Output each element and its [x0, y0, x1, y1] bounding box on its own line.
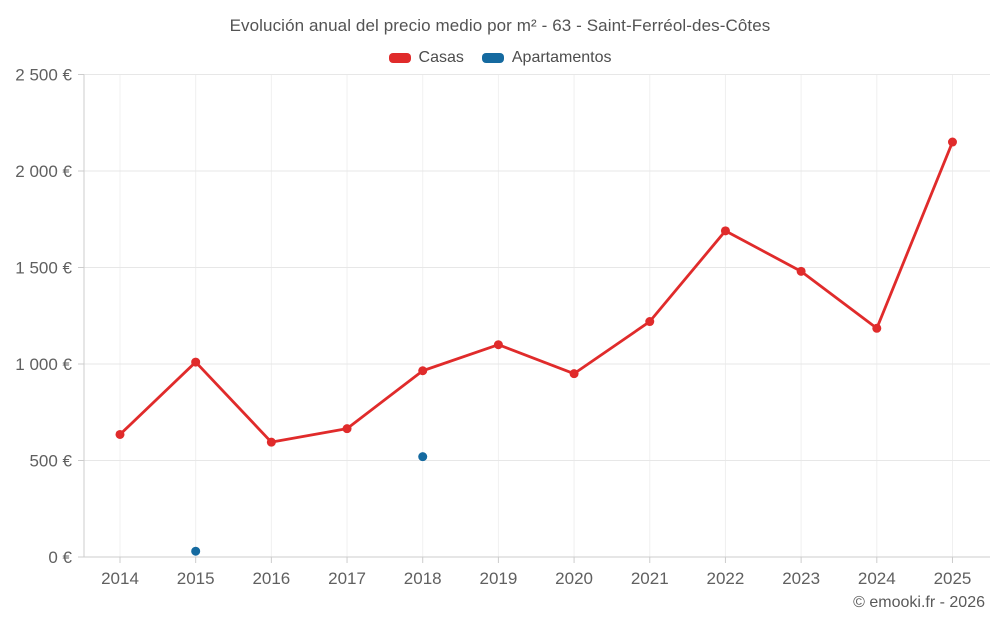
x-axis-tick-label: 2025	[934, 569, 972, 588]
legend-swatch-casas-icon	[388, 53, 411, 63]
series-line-casas	[875, 140, 954, 330]
chart-title: Evolución anual del precio medio por m² …	[229, 16, 771, 35]
x-axis-tick-label: 2016	[252, 569, 290, 588]
x-axis-tick-label: 2015	[177, 569, 215, 588]
data-point-casas-2018[interactable]	[418, 366, 428, 376]
data-point-casas-2025[interactable]	[947, 137, 957, 147]
data-point-casas-2016[interactable]	[266, 437, 276, 447]
data-point-apartamentos-2018[interactable]	[418, 452, 428, 462]
legend-item-casas[interactable]: Casas	[388, 49, 464, 67]
data-point-casas-2020[interactable]	[569, 369, 579, 379]
x-axis-tick-label: 2022	[707, 569, 745, 588]
series-line-casas	[799, 269, 879, 330]
x-axis-tick-label: 2019	[479, 569, 517, 588]
series-line-casas	[724, 229, 803, 273]
y-axis-tick-label: 2 000 €	[15, 162, 72, 181]
y-axis-tick-label: 1 500 €	[15, 259, 72, 278]
legend-label-apartamentos: Apartamentos	[511, 49, 612, 66]
copyright-text: © emooki.fr - 2026	[853, 594, 985, 611]
x-axis-tick-label: 2017	[328, 569, 366, 588]
x-axis-tick-label: 2018	[404, 569, 442, 588]
series-line-casas	[269, 427, 349, 444]
x-axis-tick-label: 2024	[858, 569, 896, 588]
data-point-casas-2021[interactable]	[645, 317, 655, 327]
data-point-casas-2024[interactable]	[872, 323, 882, 333]
x-axis-tick-label: 2014	[101, 569, 139, 588]
data-point-casas-2017[interactable]	[342, 424, 352, 434]
y-axis-tick-label: 0 €	[48, 548, 72, 567]
x-axis-tick-label: 2023	[782, 569, 820, 588]
series-line-casas	[345, 369, 425, 431]
data-point-casas-2015[interactable]	[191, 357, 201, 367]
series-line-casas	[421, 343, 500, 373]
x-axis-tick-label: 2020	[555, 569, 593, 588]
legend-label-casas: Casas	[418, 49, 464, 66]
y-axis-tick-label: 2 500 €	[15, 66, 72, 85]
data-point-casas-2023[interactable]	[796, 266, 806, 276]
data-point-casas-2022[interactable]	[720, 226, 730, 236]
data-point-casas-2019[interactable]	[493, 340, 503, 350]
data-point-casas-2014[interactable]	[115, 429, 125, 439]
x-axis-tick-label: 2021	[631, 569, 669, 588]
y-axis-tick-label: 1 000 €	[15, 355, 72, 374]
series-line-casas	[572, 320, 652, 376]
legend-swatch-apartamentos-icon	[481, 53, 504, 63]
data-point-apartamentos-2015[interactable]	[191, 546, 201, 556]
legend-item-apartamentos[interactable]: Apartamentos	[481, 49, 612, 67]
series-line-casas	[118, 360, 198, 436]
series-line-casas	[648, 229, 727, 323]
series-line-casas	[194, 360, 273, 444]
series-line-casas	[496, 343, 576, 376]
y-axis-tick-label: 500 €	[29, 452, 72, 471]
chart-legend: Casas Apartamentos	[0, 46, 1000, 70]
